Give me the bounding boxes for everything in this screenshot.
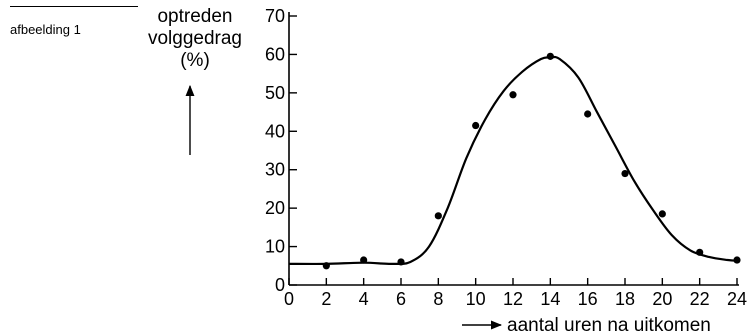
data-point	[360, 256, 368, 264]
x-tick-label: 18	[615, 289, 635, 309]
x-tick-label: 20	[652, 289, 672, 309]
y-tick-label: 50	[265, 83, 285, 103]
data-point	[509, 91, 517, 99]
x-tick-label: 2	[321, 289, 331, 309]
data-point	[696, 248, 704, 256]
x-tick-label: 14	[540, 289, 560, 309]
x-tick-label: 0	[284, 289, 294, 309]
figure-caption: afbeelding 1	[10, 22, 81, 37]
y-tick-label: 20	[265, 198, 285, 218]
data-point	[733, 256, 741, 264]
y-axis-label-line-3: (%)	[180, 50, 210, 71]
x-tick-label: 12	[503, 289, 523, 309]
x-tick-label: 24	[727, 289, 747, 309]
x-tick-label: 22	[690, 289, 710, 309]
data-point	[584, 110, 592, 118]
x-tick-label: 10	[466, 289, 486, 309]
x-tick-label: 8	[433, 289, 443, 309]
x-axis-label: aantal uren na uitkomen	[507, 315, 711, 335]
y-tick-label: 30	[265, 160, 285, 180]
y-tick-label: 40	[265, 121, 285, 141]
y-tick-label: 0	[275, 275, 285, 295]
data-point	[658, 210, 666, 218]
y-axis-label: optreden volggedrag (%)	[130, 6, 260, 72]
data-point	[621, 169, 629, 178]
x-tick-label: 6	[396, 289, 406, 309]
y-axis-label-line-2: volggedrag	[147, 28, 243, 49]
x-tick-label: 16	[578, 289, 598, 309]
y-tick-label: 10	[265, 237, 285, 257]
data-point	[322, 262, 330, 270]
data-point	[472, 121, 480, 130]
data-point	[397, 258, 405, 266]
caption-rule	[10, 6, 138, 7]
y-axis-label-line-1: optreden	[157, 6, 233, 27]
trend-curve	[288, 55, 738, 266]
y-tick-label: 60	[265, 44, 285, 64]
data-point	[546, 52, 554, 60]
x-tick-label: 4	[359, 289, 369, 309]
data-point	[434, 212, 442, 220]
y-tick-label: 70	[265, 6, 285, 26]
